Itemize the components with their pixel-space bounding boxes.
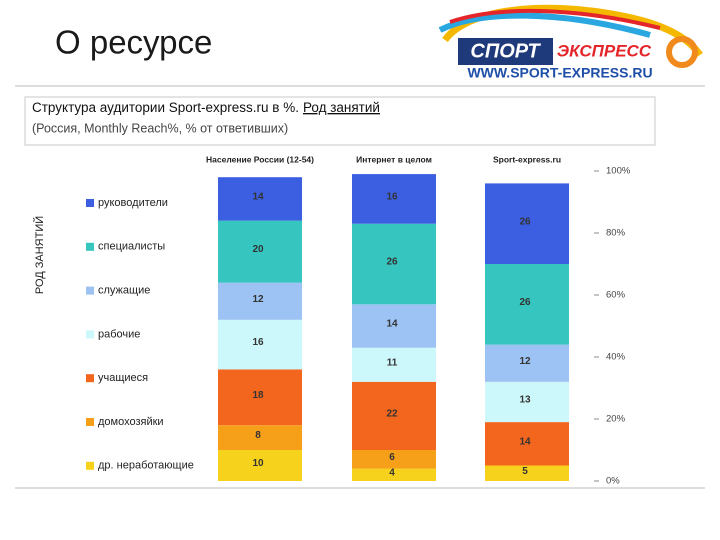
bar-segment <box>218 369 302 426</box>
legend-marker <box>86 461 94 470</box>
bar-segment <box>218 220 302 283</box>
chart-title: Структура аудитории Sport-express.ru в %… <box>32 100 380 115</box>
legend-label: специалисты <box>98 241 165 253</box>
bar-segment <box>352 347 436 382</box>
bar-segment <box>485 381 569 423</box>
bar-segment <box>352 304 436 348</box>
chart-title-link: Род занятий <box>303 100 380 115</box>
bar-segment <box>485 264 569 345</box>
segment-label: 10 <box>252 458 264 469</box>
bar-segment <box>218 425 302 450</box>
legend-label: руководители <box>98 197 168 209</box>
legend-marker <box>86 374 94 383</box>
legend-marker <box>86 286 94 295</box>
logo: СПОРТ ЭКСПРЕСС WWW.SPORT-EXPRESS.RU <box>438 4 703 81</box>
y-axis-label: РОД ЗАНЯТИЙ <box>33 216 46 294</box>
segment-label: 6 <box>389 452 395 463</box>
segment-label: 5 <box>522 466 528 477</box>
legend-marker <box>86 199 94 207</box>
legend-label: рабочие <box>98 328 140 340</box>
segment-label: 20 <box>252 244 264 255</box>
segment-label: 16 <box>386 192 398 203</box>
bar-segment <box>352 174 436 224</box>
logo-word: ЭКСПРЕСС <box>557 41 652 60</box>
segment-label: 12 <box>519 356 531 367</box>
bar-segment <box>352 381 436 450</box>
y-tick-label: 60% <box>606 290 626 301</box>
logo-url: WWW.SPORT-EXPRESS.RU <box>467 65 652 81</box>
legend-label: учащиеся <box>98 372 148 384</box>
bar-segment <box>218 282 302 320</box>
chart-title-main: Структура аудитории Sport-express.ru в %… <box>32 100 299 115</box>
legend-marker <box>86 418 94 426</box>
bar-segment <box>352 223 436 305</box>
segment-label: 26 <box>386 257 398 268</box>
chart-title-box <box>24 96 656 146</box>
chart-subtitle: (Россия, Monthly Reach%, % от ответивших… <box>32 121 288 135</box>
slide-title: О ресурсе <box>55 24 212 61</box>
bar-segment <box>218 450 302 481</box>
segment-label: 12 <box>252 294 264 305</box>
logo-box <box>458 38 553 65</box>
bar-segment <box>485 183 569 264</box>
bar-segment <box>352 468 436 481</box>
bar-segment <box>218 177 302 221</box>
legend-label: служащие <box>98 285 150 297</box>
bar-segment <box>485 422 569 466</box>
logo-swirl <box>449 8 661 30</box>
logo-word: СПОРТ <box>470 40 541 62</box>
segment-label: 16 <box>252 337 264 348</box>
column-header: Население России (12-54) <box>206 154 314 164</box>
bar-segment <box>218 319 302 370</box>
legend-label: др. неработающие <box>98 460 194 472</box>
bar-segment <box>352 450 436 469</box>
y-tick-label: 20% <box>606 414 626 425</box>
y-tick-label: 40% <box>606 352 626 363</box>
logo-ring <box>666 36 698 68</box>
segment-label: 14 <box>386 319 398 330</box>
y-tick-label: 100% <box>606 166 631 177</box>
legend-label: домохозяйки <box>98 416 164 428</box>
bar-segment <box>485 465 569 481</box>
logo-swirl <box>438 12 651 38</box>
segment-label: 4 <box>389 467 395 478</box>
segment-label: 18 <box>252 390 264 401</box>
column-header: Sport-express.ru <box>493 154 561 164</box>
y-tick-label: 0% <box>606 476 620 487</box>
segment-label: 13 <box>519 395 531 406</box>
legend-marker <box>86 242 94 251</box>
segment-label: 14 <box>519 436 531 447</box>
segment-label: 11 <box>387 357 398 368</box>
segment-label: 8 <box>255 430 261 441</box>
bar-segment <box>485 344 569 382</box>
segment-label: 26 <box>519 297 531 308</box>
column-header: Интернет в целом <box>356 154 432 164</box>
segment-label: 14 <box>252 192 264 203</box>
legend-marker <box>86 330 94 339</box>
segment-label: 22 <box>386 409 398 420</box>
segment-label: 26 <box>519 216 531 227</box>
y-tick-label: 80% <box>606 228 626 239</box>
